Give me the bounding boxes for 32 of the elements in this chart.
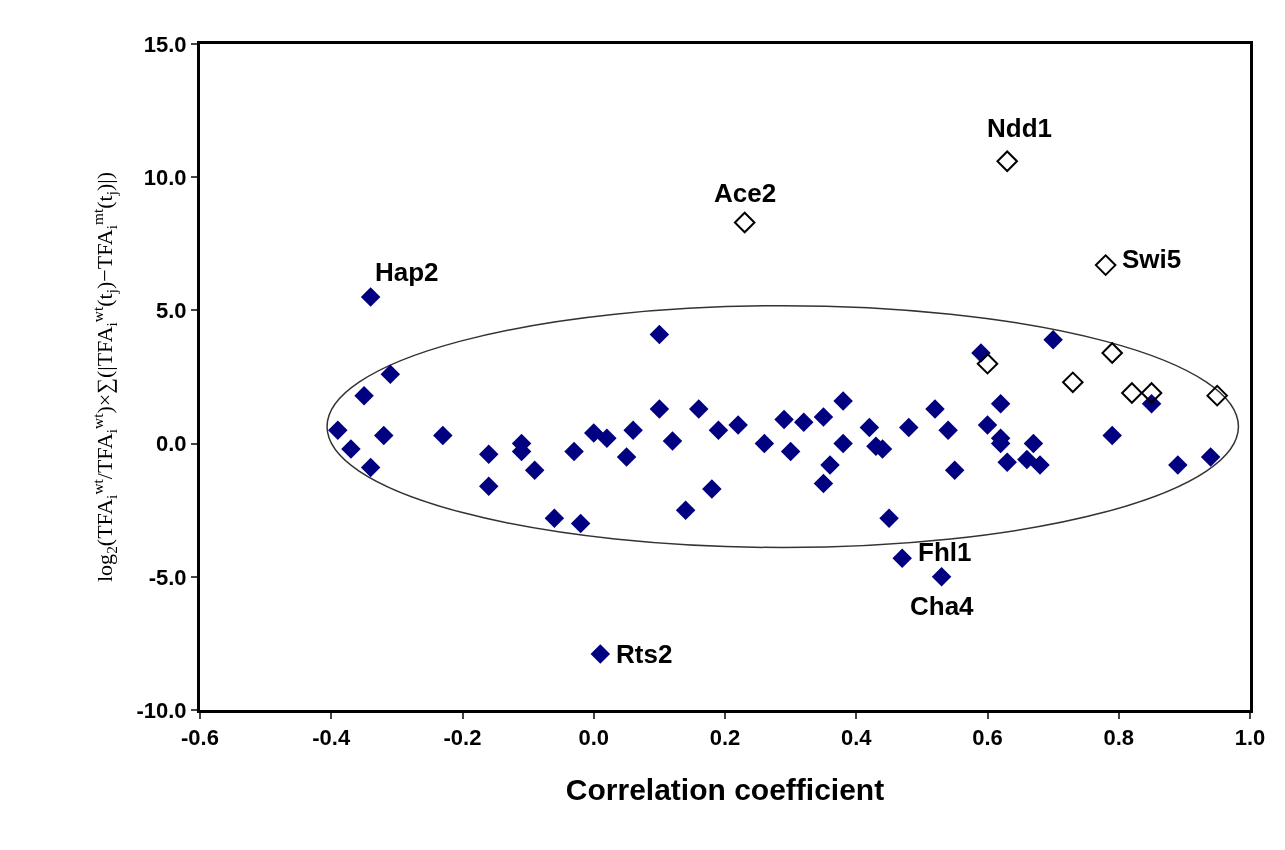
annotation: Hap2	[375, 257, 439, 287]
x-tick-label: 1.0	[1234, 725, 1266, 751]
point	[1101, 342, 1123, 364]
annotation: Ndd1	[987, 113, 1052, 143]
point	[733, 211, 756, 234]
point	[1094, 254, 1117, 276]
x-axis-title: Correlation coefficient	[565, 772, 885, 806]
x-tick-label: 0.8	[1103, 725, 1135, 751]
y-tick-label: -10.0	[136, 697, 187, 723]
y-tick-label: 10.0	[143, 164, 187, 190]
x-tick-label: 0.4	[840, 725, 873, 751]
point	[1062, 371, 1084, 394]
annotation: Rts2	[616, 639, 673, 669]
x-tick-label: 0.6	[972, 725, 1003, 751]
x-tick-label: -0.6	[181, 725, 219, 751]
x-tick-label: 0.2	[709, 725, 741, 751]
y-tick-label: 15.0	[143, 31, 187, 57]
point	[1121, 382, 1143, 404]
annotation: Swi5	[1122, 244, 1182, 274]
y-tick-label: 5.0	[156, 298, 187, 324]
point	[1206, 384, 1228, 407]
annotation: Cha4	[910, 591, 975, 621]
annotation: Fhl1	[918, 537, 972, 567]
point	[976, 352, 999, 375]
y-tick-label: -5.0	[148, 564, 187, 590]
y-tick-label: 0.0	[156, 431, 187, 457]
point	[1140, 382, 1163, 404]
x-tick-label: -0.2	[443, 725, 482, 751]
x-tick-label: -0.4	[312, 725, 351, 751]
annotation: Ace2	[714, 178, 777, 208]
x-tick-label: 0.0	[578, 725, 610, 751]
point	[996, 150, 1018, 172]
